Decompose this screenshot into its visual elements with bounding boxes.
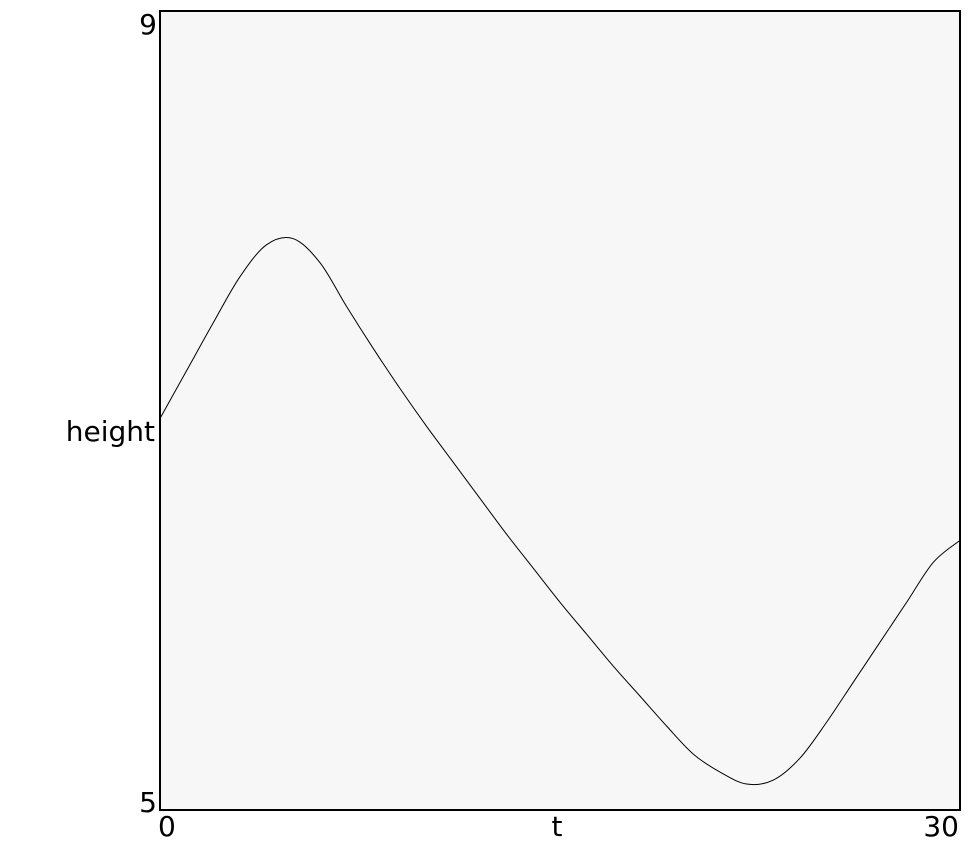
y-tick-label-min: 5	[139, 786, 157, 819]
series-layer	[159, 236, 961, 786]
x-axis-label: t	[552, 810, 563, 843]
x-tick-label-max: 30	[923, 810, 959, 843]
x-tick-label-min: 0	[158, 810, 176, 843]
y-axis-label: height	[66, 415, 155, 448]
y-tick-label-max: 9	[139, 8, 157, 41]
plot-frame	[159, 10, 961, 811]
series-line-height	[159, 236, 961, 786]
plot-area	[160, 11, 960, 810]
